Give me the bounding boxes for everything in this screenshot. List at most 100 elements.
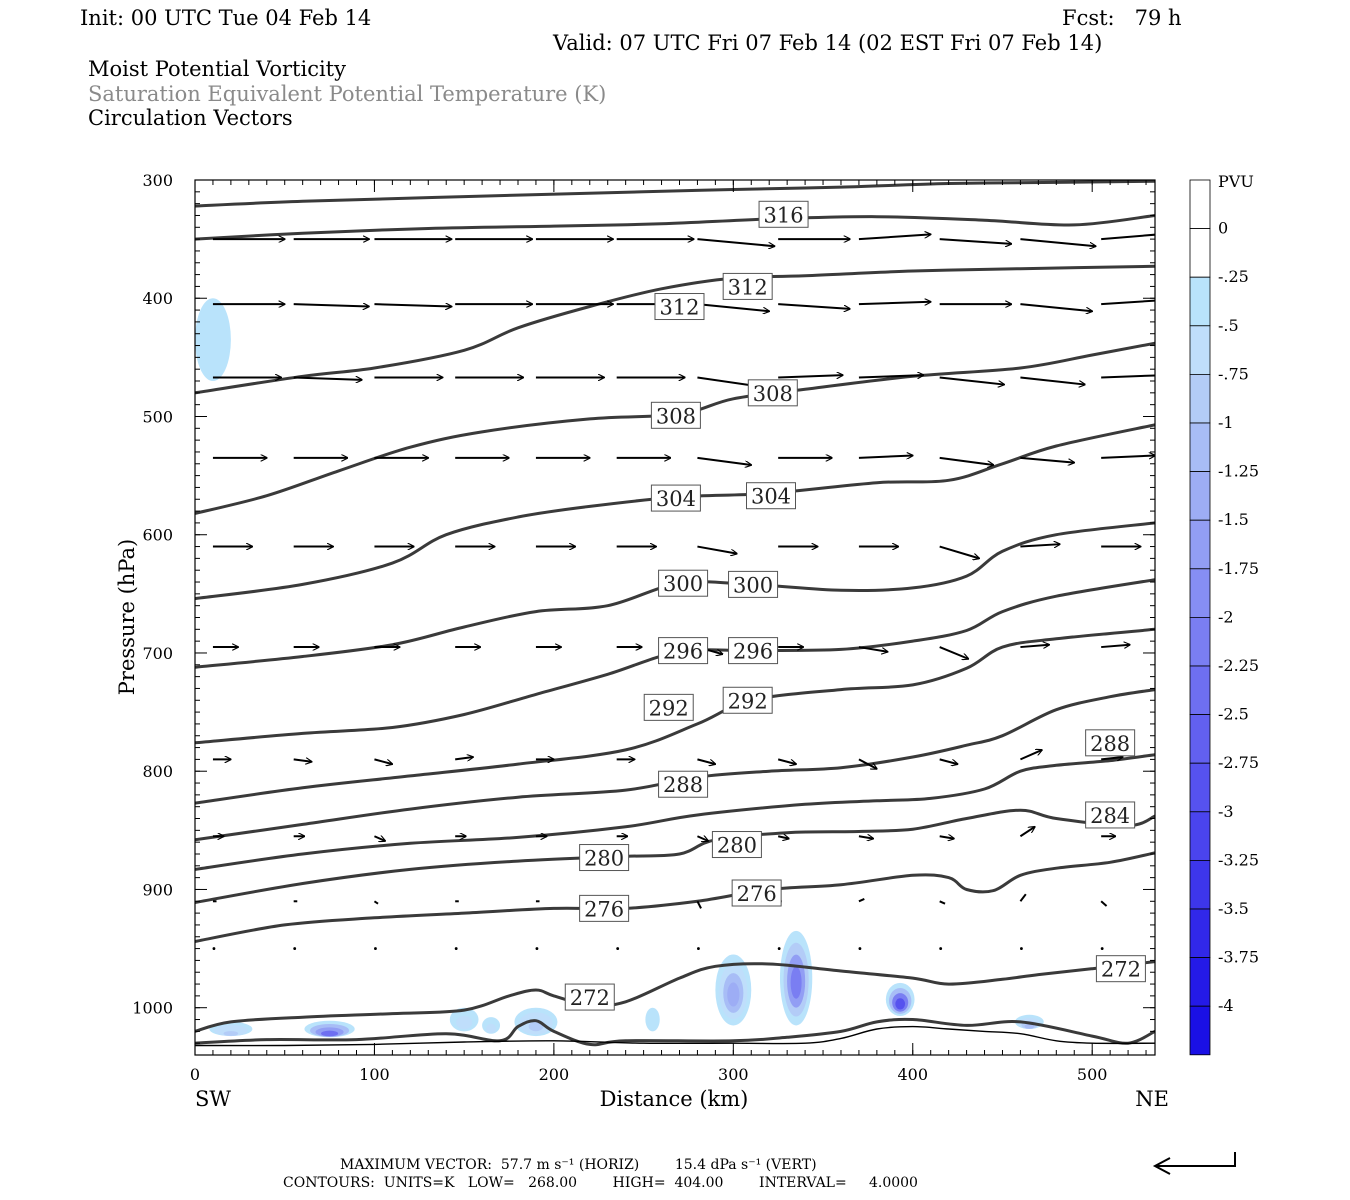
contour-label-box: [747, 379, 798, 407]
y-tick-label: 1000: [132, 999, 173, 1018]
contour-label-box: [658, 637, 709, 665]
vector-dot: [212, 947, 216, 950]
contour-label-box: [658, 770, 709, 798]
contour-label-box: [722, 272, 773, 300]
field-title-theta: Saturation Equivalent Potential Temperat…: [88, 82, 607, 106]
vector-arrow: [1020, 303, 1092, 311]
vector-arrow: [939, 900, 946, 905]
vector-dot: [939, 947, 943, 950]
valid-time: Valid: 07 UTC Fri 07 Feb 14 (02 EST Fri …: [553, 31, 1103, 55]
return-arrow-icon: [1152, 1152, 1236, 1175]
mpv-blob: [321, 1030, 339, 1037]
contour-label: 308: [753, 382, 793, 406]
contour-label-box: [746, 482, 796, 510]
contour-label: 304: [751, 485, 791, 509]
isentrope-line: [195, 264, 1155, 395]
vector-dot: [1100, 947, 1104, 950]
mpv-blob: [727, 982, 740, 1007]
vector-arrow: [778, 375, 843, 377]
colorbar-label: -4: [1218, 996, 1234, 1015]
colorbar-label: -2.5: [1218, 705, 1249, 724]
contour-label: 288: [663, 773, 703, 797]
isentrope-line: [195, 688, 1155, 842]
vector-arrow: [778, 303, 850, 309]
vector-arrow: [1101, 374, 1155, 379]
contour-label: 296: [663, 640, 703, 664]
contour-label: 288: [1090, 732, 1130, 756]
contour-label: 296: [733, 640, 773, 664]
vector-arrow: [777, 758, 796, 764]
colorbar-swatch: [1189, 568, 1211, 618]
isentrope-line: [195, 753, 1155, 871]
contour-label-box: [1095, 955, 1146, 983]
contour-label: 280: [717, 834, 757, 858]
colorbar-label: -3: [1218, 802, 1234, 821]
contour-label-box: [654, 293, 705, 321]
y-tick-label: 600: [142, 526, 173, 545]
vector-arrow: [1101, 757, 1123, 759]
colorbar-swatch: [1189, 179, 1211, 229]
vector-arrow: [697, 836, 708, 841]
colorbar-swatch: [1189, 762, 1211, 813]
vector-arrow: [858, 646, 888, 652]
mpv-blob: [1024, 1023, 1035, 1029]
mpv-blob: [646, 1011, 659, 1031]
vector-dot: [616, 947, 620, 950]
vector-arrow: [939, 376, 1005, 384]
vector-arrow: [1020, 238, 1095, 246]
vector-arrow: [1101, 456, 1155, 458]
max-vector-info: MAXIMUM VECTOR: 57.7 m s⁻¹ (HORIZ) 15.4 …: [340, 1157, 817, 1173]
colorbar-swatch: [1189, 276, 1211, 327]
vector-arrow: [1101, 645, 1130, 647]
isentrope-line: [195, 214, 1155, 241]
x-tick-label: 500: [1077, 1065, 1108, 1084]
contour-label: 316: [764, 203, 804, 227]
contour-label-box: [579, 894, 630, 922]
contour-label: 300: [663, 572, 703, 596]
contour-label-box: [658, 569, 709, 597]
axes: 0 100 200 300 400 500 300 400 500 600 700 800 900 100…: [115, 171, 1169, 1111]
contour-label-box: [564, 983, 615, 1011]
isentrope-line: [195, 1017, 1155, 1047]
vector-arrow: [1100, 900, 1108, 907]
x-left-label: SW: [195, 1087, 231, 1111]
vector-arrow: [858, 234, 931, 241]
x-tick-label: 400: [897, 1065, 928, 1084]
colorbar-label: -1.75: [1218, 559, 1259, 578]
colorbar-swatch: [1189, 908, 1211, 958]
colorbar-swatch: [1189, 811, 1211, 861]
vector-arrow: [373, 900, 379, 905]
vector-arrow: [293, 759, 312, 761]
vector-arrow: [939, 238, 1012, 244]
contour-label-box: [1085, 801, 1136, 829]
contour-label-box: [643, 693, 694, 721]
colorbar-swatch: [1189, 471, 1211, 521]
isentrope-line: [195, 851, 1155, 943]
vector-arrow: [1020, 750, 1042, 761]
x-tick-label: 300: [718, 1065, 749, 1084]
contour-label: 280: [584, 847, 624, 871]
vector-arrow: [1101, 299, 1155, 306]
colorbar-swatch: [1189, 228, 1211, 278]
mpv-blob: [528, 1021, 544, 1032]
vector-arrow: [697, 303, 769, 311]
colorbar-unit: PVU: [1218, 172, 1254, 191]
contour-label-box: [579, 844, 630, 872]
vector-arrow: [858, 302, 931, 304]
vector-arrow: [455, 757, 473, 759]
contour-label: 292: [728, 689, 768, 713]
mpv-blob: [198, 308, 227, 374]
vector-dot: [777, 947, 781, 950]
y-tick-label: 500: [142, 407, 173, 426]
vector-arrow: [1020, 645, 1049, 647]
x-tick-label: 200: [539, 1065, 570, 1084]
colorbar-label: -1.25: [1218, 462, 1259, 481]
vector-dot: [1020, 947, 1023, 950]
vector-arrow: [939, 545, 979, 559]
vector-arrow: [293, 304, 369, 306]
mpv-blob: [456, 1015, 473, 1030]
vector-arrow: [858, 375, 924, 377]
y-tick-label: 400: [142, 289, 173, 308]
mpv-colorbar: PVU 0 -.25 -.5 -.75 -1 -1.25 -1.5 -1.75 -2 -2.25 -2…: [1189, 172, 1259, 1056]
